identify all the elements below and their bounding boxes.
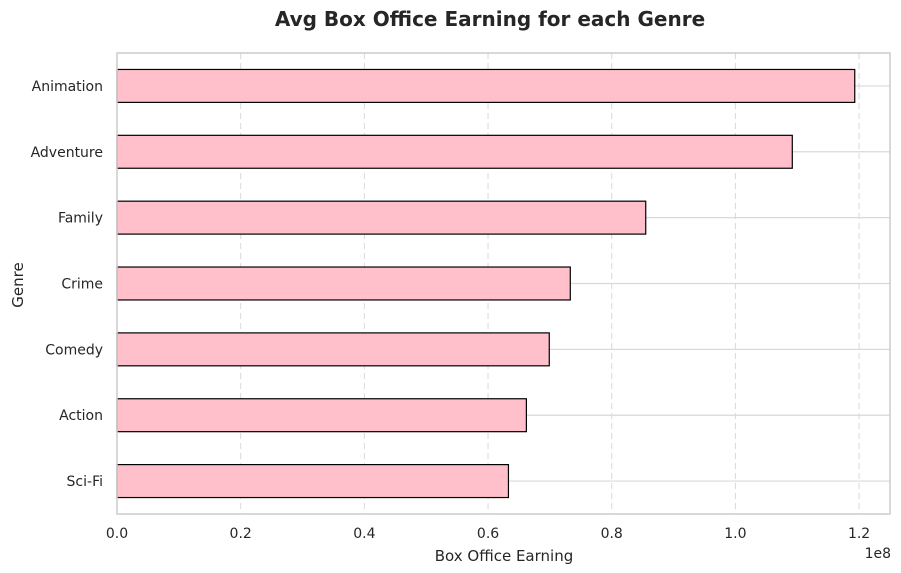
y-tick-labels: Animation Adventure Family Crime Comedy Actio… <box>31 79 103 490</box>
y-tick-label: Crime <box>61 277 103 293</box>
y-tick-label: Family <box>58 211 103 227</box>
bar <box>116 332 550 367</box>
x-tick-label: 1.2 <box>848 526 870 542</box>
bar <box>116 200 647 235</box>
x-offset-text: 1e8 <box>865 546 891 562</box>
bar <box>116 68 856 103</box>
bars <box>116 68 856 499</box>
x-axis-label: Box Office Earning <box>435 547 573 565</box>
x-tick-label: 1.0 <box>724 526 746 542</box>
bar <box>116 398 527 433</box>
bar <box>116 134 793 169</box>
x-tick-label: 0.6 <box>477 526 499 542</box>
x-tick-labels: 0.0 0.2 0.4 0.6 0.8 1.0 1.2 <box>106 526 870 542</box>
x-tick-label: 0.4 <box>353 526 375 542</box>
y-axis-label: Genre <box>9 262 27 307</box>
y-tick-label: Adventure <box>31 145 103 161</box>
x-tick-label: 0.8 <box>601 526 623 542</box>
y-tick-label: Sci-Fi <box>67 474 103 490</box>
x-tick-label: 0.2 <box>230 526 252 542</box>
plot-frame <box>116 52 891 515</box>
y-tick-label: Action <box>59 408 103 424</box>
bar <box>116 266 571 301</box>
x-tick-label: 0.0 <box>106 526 128 542</box>
y-tick-label: Animation <box>32 79 103 95</box>
bar <box>116 464 510 499</box>
y-tick-label: Comedy <box>45 342 103 358</box>
chart-title: Avg Box Office Earning for each Genre <box>275 7 705 31</box>
